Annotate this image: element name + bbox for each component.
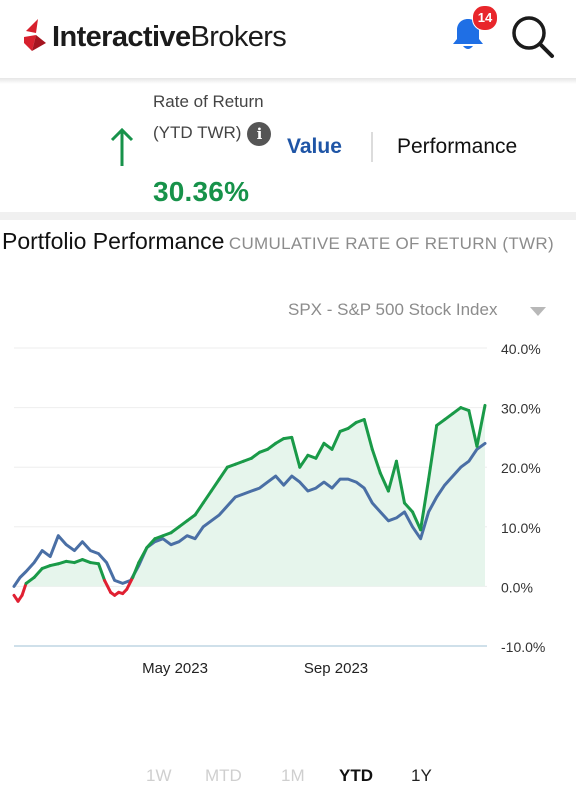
y-tick-label: 0.0% [501, 579, 533, 595]
portfolio-line-segment [451, 406, 463, 416]
portfolio-line-segment [209, 477, 221, 493]
timeframe-1m: 1M [281, 766, 305, 785]
portfolio-line-segment [125, 575, 135, 591]
portfolio-line-segment [475, 403, 487, 448]
section-header: Portfolio Performance CUMULATIVE RATE OF… [2, 226, 572, 260]
y-tick-label: 40.0% [501, 341, 541, 357]
search-button[interactable] [510, 14, 556, 60]
portfolio-line-segment [322, 441, 334, 451]
chevron-down-icon [530, 307, 546, 316]
app-header: InteractiveBrokers 14 [0, 0, 576, 84]
y-tick-label: 10.0% [501, 520, 541, 536]
portfolio-line-segment [419, 477, 431, 532]
ib-logo-icon [22, 17, 48, 58]
portfolio-line-segment [217, 465, 229, 481]
portfolio-line-segment [298, 453, 310, 469]
y-tick-label: 30.0% [501, 401, 541, 417]
portfolio-line-segment [402, 501, 415, 514]
x-tick-label: Sep 2023 [304, 660, 368, 677]
timeframe-1y[interactable]: 1Y [411, 766, 432, 785]
portfolio-line-segment [378, 471, 390, 493]
return-summary: Rate of Return (YTD TWR) i 30.36% Value P… [0, 84, 576, 210]
chart-canvas: 40.0% 30.0% 20.0% 10.0% 0.0% -10.0% May 2023 Se… [12, 341, 545, 677]
portfolio-line-segment [370, 447, 382, 475]
tab-divider [371, 132, 373, 162]
rate-of-return-value: 30.36% [153, 176, 250, 207]
timeframe-mtd: MTD [205, 766, 242, 785]
portfolio-line-segment [427, 423, 439, 481]
portfolio-line-segment [346, 421, 358, 430]
rate-of-return-label: Rate of Return (YTD TWR) i [153, 86, 273, 148]
portfolio-line-segment [266, 441, 278, 451]
info-icon[interactable]: i [247, 121, 272, 146]
portfolio-line-segment [177, 519, 189, 529]
search-icon [510, 16, 556, 64]
portfolio-line-segment [169, 525, 181, 535]
portfolio-line-segment [411, 510, 423, 532]
header-shadow [0, 78, 576, 84]
notification-badge: 14 [472, 5, 498, 31]
portfolio-line-segment [32, 567, 44, 579]
timeframe-ytd[interactable]: YTD [339, 766, 373, 785]
up-arrow-icon [108, 126, 136, 168]
y-tick-label: -10.0% [501, 639, 545, 655]
portfolio-line-segment [131, 561, 141, 579]
portfolio-line-segment [193, 501, 205, 517]
portfolio-line-segment [386, 459, 398, 493]
portfolio-line-segment [97, 562, 107, 582]
portfolio-area [14, 405, 485, 587]
performance-chart[interactable]: 40.0% 30.0% 20.0% 10.0% 0.0% -10.0% May 2023 Se… [0, 330, 576, 690]
portfolio-line-segment [103, 578, 113, 594]
benchmark-select[interactable]: SPX - S&P 500 Stock Index [288, 300, 546, 320]
bell-icon [448, 19, 488, 58]
portfolio-line-segment [274, 437, 286, 445]
section-separator [0, 212, 576, 220]
benchmark-label: SPX - S&P 500 Stock Index [288, 300, 498, 319]
brand-logo[interactable]: InteractiveBrokers [22, 12, 287, 62]
portfolio-line-segment [443, 412, 455, 422]
tab-performance[interactable]: Performance [397, 135, 518, 158]
portfolio-line-segment [394, 459, 406, 505]
tab-value[interactable]: Value [287, 135, 342, 158]
portfolio-line-segment [145, 537, 157, 550]
portfolio-line-segment [314, 441, 326, 460]
portfolio-line-segment [185, 513, 197, 523]
portfolio-line-segment [201, 489, 213, 505]
x-tick-label: May 2023 [142, 660, 208, 677]
portfolio-line-segment [362, 418, 374, 451]
portfolio-line-segment [290, 435, 302, 469]
portfolio-line-segment [250, 450, 262, 460]
portfolio-line-segment [20, 581, 28, 597]
timeframe-selector: 1W MTD 1M YTD 1Y [0, 766, 576, 790]
brand-name: InteractiveBrokers [52, 20, 287, 53]
portfolio-line-segment [330, 429, 342, 451]
portfolio-line-segment [137, 546, 149, 565]
benchmark-line [12, 441, 487, 588]
portfolio-line-segment [435, 418, 447, 427]
section-title: Portfolio Performance [2, 228, 225, 254]
portfolio-line-segment [467, 409, 479, 448]
portfolio-line-segment [24, 575, 36, 585]
y-tick-label: 20.0% [501, 460, 541, 476]
timeframe-1w: 1W [146, 766, 172, 785]
section-subtitle: CUMULATIVE RATE OF RETURN (TWR) [228, 234, 554, 253]
